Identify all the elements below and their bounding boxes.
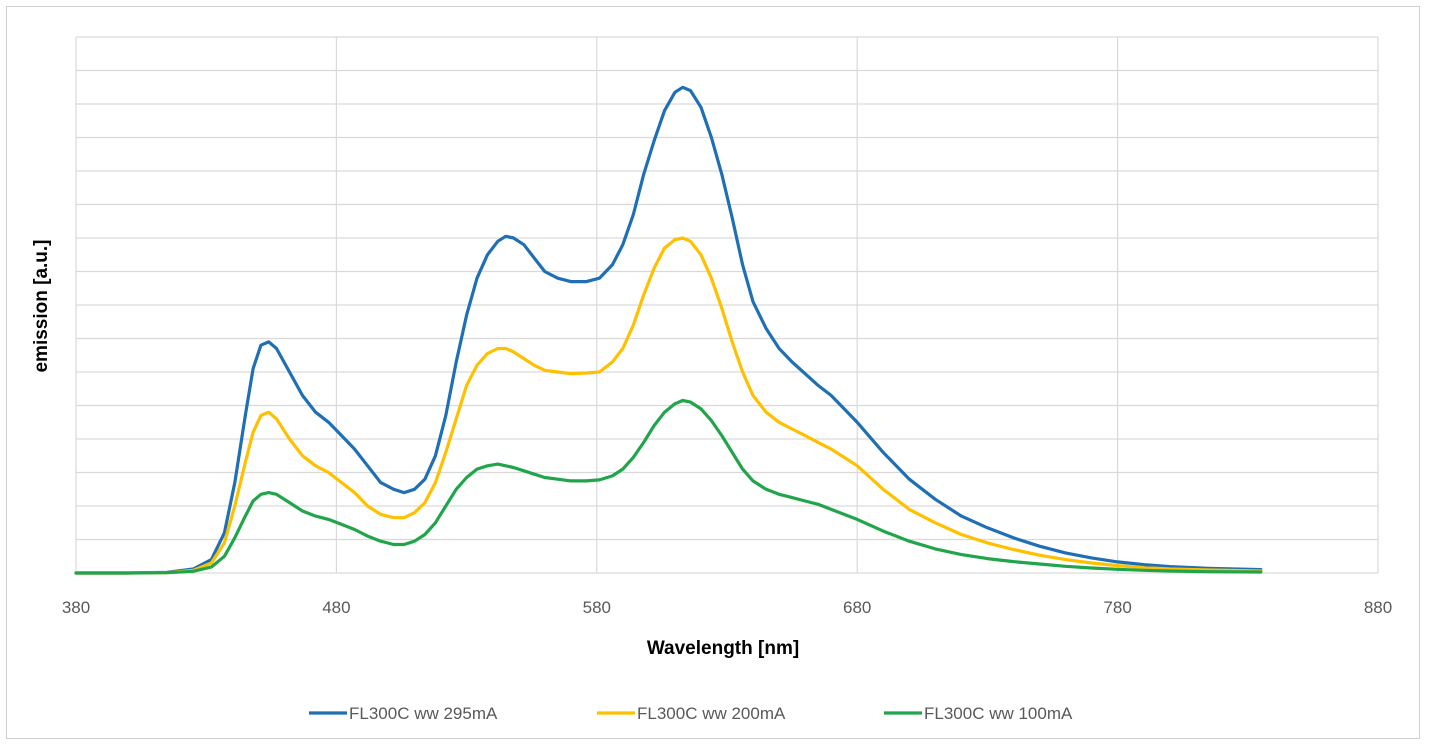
- chart-frame: 380 480 580 680 780 880 Wavelength [nm] emiss…: [6, 6, 1420, 739]
- x-tick-label: 380: [62, 598, 90, 617]
- series-lines: [74, 85, 1263, 575]
- y-axis-label: emission [a.u.]: [31, 239, 52, 372]
- legend-label: FL300C ww 100mA: [924, 704, 1073, 723]
- x-tick-labels: 380 480 580 680 780 880: [62, 598, 1392, 617]
- legend-label: FL300C ww 200mA: [637, 704, 786, 723]
- x-tick-label: 780: [1103, 598, 1131, 617]
- x-axis-label: Wavelength [nm]: [647, 638, 799, 659]
- x-tick-label: 580: [583, 598, 611, 617]
- series-line: [74, 85, 1263, 575]
- grid-lines: [75, 36, 1379, 574]
- x-tick-label: 680: [843, 598, 871, 617]
- x-tick-label: 480: [322, 598, 350, 617]
- series-line: [74, 398, 1263, 575]
- x-tick-label: 880: [1364, 598, 1392, 617]
- legend-label: FL300C ww 295mA: [349, 704, 498, 723]
- legend: FL300C ww 295mA FL300C ww 200mA FL300C ww …: [309, 704, 1073, 723]
- emission-spectrum-chart: 380 480 580 680 780 880 Wavelength [nm] emiss…: [31, 36, 1392, 723]
- series-line: [74, 236, 1263, 575]
